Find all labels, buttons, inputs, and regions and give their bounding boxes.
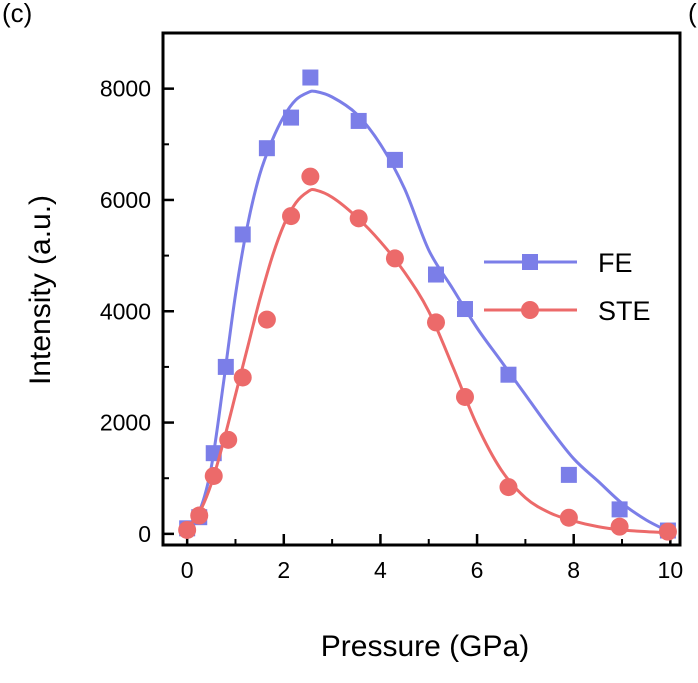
fe-data-point bbox=[560, 466, 577, 483]
fe-data-point bbox=[258, 140, 275, 157]
x-tick-label: 8 bbox=[567, 557, 580, 583]
fe-data-point bbox=[427, 266, 444, 283]
ste-data-point bbox=[282, 207, 301, 226]
x-tick-label: 0 bbox=[181, 557, 194, 583]
x-tick-label: 6 bbox=[471, 557, 484, 583]
fe-fit-curve bbox=[186, 89, 669, 533]
y-axis-title: Intensity (a.u.) bbox=[24, 195, 57, 385]
ste-fit-curve bbox=[186, 187, 668, 535]
fe-data-point bbox=[234, 226, 251, 243]
x-tick-label: 4 bbox=[374, 557, 387, 583]
ste-data-point bbox=[559, 508, 578, 527]
ste-data-point bbox=[178, 520, 197, 539]
y-tick-label: 0 bbox=[138, 521, 151, 547]
ste-legend-label: STE bbox=[598, 296, 651, 326]
ste-data-point bbox=[219, 430, 238, 449]
ste-data-point bbox=[658, 522, 677, 541]
x-axis-title: Pressure (GPa) bbox=[321, 630, 529, 663]
ste-data-point bbox=[204, 466, 223, 485]
ste-data-point bbox=[499, 478, 518, 497]
ste-data-point bbox=[190, 506, 209, 525]
fe-legend-marker bbox=[522, 254, 538, 270]
ste-data-point bbox=[301, 167, 320, 186]
fe-data-point bbox=[456, 301, 473, 318]
x-tick-label: 2 bbox=[277, 557, 290, 583]
y-tick-label: 8000 bbox=[100, 76, 151, 102]
y-tick-label: 6000 bbox=[100, 187, 151, 213]
ste-data-point bbox=[349, 209, 368, 228]
ste-data-point bbox=[610, 517, 629, 536]
next-panel-label: ( bbox=[688, 0, 697, 28]
plot-frame bbox=[161, 31, 682, 547]
y-tick-label: 4000 bbox=[100, 298, 151, 324]
legend: FE STE bbox=[484, 248, 651, 326]
y-tick-label: 2000 bbox=[100, 410, 151, 436]
x-tick-label: 10 bbox=[658, 557, 684, 583]
ste-legend-marker bbox=[521, 301, 539, 319]
fe-data-point bbox=[217, 358, 234, 375]
fe-data-point bbox=[611, 501, 628, 518]
ste-data-point bbox=[233, 368, 252, 387]
ste-data-point bbox=[257, 310, 276, 329]
panel-label: (c) bbox=[2, 0, 32, 28]
fe-data-point bbox=[350, 112, 367, 129]
fe-data-point bbox=[386, 151, 403, 168]
ste-data-point bbox=[385, 249, 404, 268]
fe-data-point bbox=[500, 366, 517, 383]
fe-legend-label: FE bbox=[598, 248, 633, 278]
fe-data-point bbox=[302, 69, 319, 86]
fe-data-point bbox=[283, 109, 300, 126]
ste-data-point bbox=[455, 387, 474, 406]
ste-data-point bbox=[426, 313, 445, 332]
plot-area: 0 2 4 6 8 10 0 2000 4000 6000 8000 bbox=[100, 31, 684, 583]
